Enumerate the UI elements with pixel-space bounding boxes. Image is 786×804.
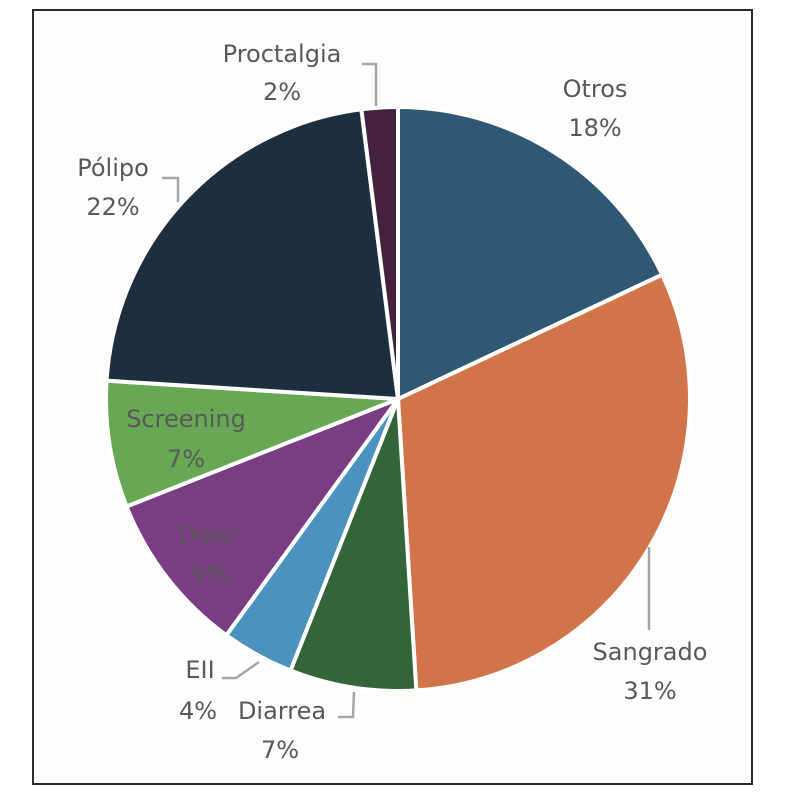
label-diarrea-name: Diarrea <box>238 697 326 725</box>
label-polipo-name: Pólipo <box>77 154 149 182</box>
pie-slice-p-lipo[interactable] <box>104 107 400 401</box>
label-screening-name: Screening <box>126 405 246 433</box>
pie-slice-dolor[interactable] <box>124 397 400 638</box>
pie-slice-otros[interactable] <box>396 105 665 401</box>
label-sangrado-name: Sangrado <box>593 638 708 666</box>
label-dolor-pct: 9% <box>191 560 229 588</box>
label-polipo-pct: 22% <box>86 193 139 221</box>
label-proctalgia-pct: 2% <box>263 78 301 106</box>
leader-lines <box>162 62 651 719</box>
label-sangrado-pct: 31% <box>623 677 676 705</box>
pie-slice-diarrea[interactable] <box>288 397 419 693</box>
label-eii-pct: 4% <box>179 697 217 725</box>
label-diarrea-pct: 7% <box>261 736 299 764</box>
label-otros-pct: 18% <box>568 114 621 142</box>
leader-line-proctalgia <box>362 62 378 106</box>
leader-line-diarrea <box>338 691 356 719</box>
label-eii-name: EII <box>185 656 214 684</box>
pie-slice-screening[interactable] <box>104 378 400 509</box>
pie-slices <box>104 104 692 693</box>
leader-line-polipo <box>162 176 180 202</box>
label-otros-name: Otros <box>563 75 628 103</box>
label-proctalgia-name: Proctalgia <box>223 40 342 68</box>
label-screening-pct: 7% <box>167 445 205 473</box>
leader-line-eii <box>222 660 260 680</box>
pie-slice-proctalgia[interactable] <box>359 104 400 401</box>
label-dolor-name: Dolor <box>178 521 243 549</box>
